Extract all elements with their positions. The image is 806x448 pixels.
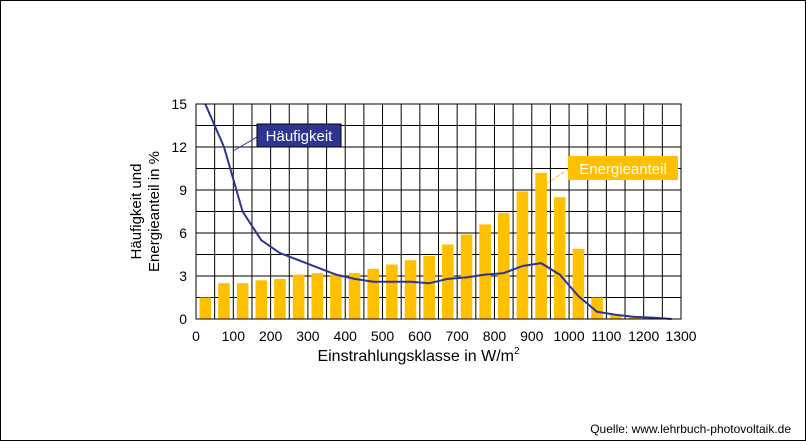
- y-axis-label-line1: Häufigkeit und: [128, 164, 145, 260]
- haeufigkeit-label: Häufigkeit: [266, 128, 334, 145]
- energieanteil-bar: [535, 172, 547, 319]
- energieanteil-bar: [236, 283, 249, 319]
- energieanteil-label: Energieanteil: [579, 161, 667, 178]
- energieanteil-bar: [348, 273, 361, 319]
- energieanteil-label-box: [568, 156, 678, 180]
- energieanteil-bar: [609, 314, 622, 319]
- energieanteil-bar: [423, 255, 435, 319]
- x-tick-label: 600: [408, 328, 432, 344]
- x-tick-label: 1100: [591, 328, 621, 344]
- y-tick-label: 3: [179, 268, 187, 284]
- y-tick-label: 12: [171, 139, 187, 155]
- y-tick-label: 9: [179, 182, 187, 198]
- x-tick-label: 1300: [665, 328, 696, 344]
- series-callouts: Häufigkeit Energieanteil: [232, 123, 678, 188]
- x-tick-label: 400: [334, 328, 358, 344]
- y-tick-label: 6: [179, 225, 187, 241]
- energieanteil-bar: [591, 297, 603, 319]
- chart: 0 100 200 300 400 500 600 700 800 900 1000 1100 1200…: [128, 96, 697, 365]
- y-tick-label: 15: [171, 96, 187, 112]
- x-tick-label: 700: [445, 328, 469, 344]
- energieanteil-bar: [274, 278, 286, 319]
- x-axis-label: Einstrahlungsklasse in W/m2: [317, 346, 520, 365]
- energieanteil-bar: [516, 191, 529, 319]
- x-tick-label: 200: [259, 328, 283, 344]
- x-tick-labels: 0 100 200 300 400 500 600 700 800 900 1000 1100 1200…: [192, 328, 697, 344]
- energieanteil-bar: [553, 197, 566, 319]
- x-tick-label: 1000: [553, 328, 584, 344]
- energieanteil-bar: [479, 224, 491, 319]
- energieanteil-bar: [255, 280, 268, 319]
- x-tick-label: 1200: [628, 328, 659, 344]
- haeufigkeit-leader-line: [232, 135, 260, 152]
- energieanteil-bar: [311, 273, 324, 319]
- x-tick-label: 0: [192, 328, 200, 344]
- energieanteil-bar: [386, 264, 398, 319]
- energieanteil-bar: [367, 268, 379, 319]
- energieanteil-leader-line: [540, 168, 570, 188]
- plot-border: [195, 103, 682, 320]
- y-tick-labels: 0 3 6 9 12 15: [171, 96, 187, 327]
- source-credit: Quelle: www.lehrbuch-photovoltaik.de: [590, 422, 791, 436]
- x-tick-label: 900: [520, 328, 544, 344]
- x-tick-label: 800: [483, 328, 507, 344]
- haeufigkeit-line: [204, 103, 672, 320]
- energieanteil-bar: [218, 283, 230, 319]
- haeufigkeit-label-box: [256, 123, 342, 148]
- energieanteil-bar: [292, 274, 305, 319]
- y-tick-label: 0: [179, 311, 187, 327]
- energieanteil-bar: [628, 317, 641, 319]
- haeufigkeit-line-group: [204, 103, 672, 320]
- x-tick-label: 300: [296, 328, 320, 344]
- energieanteil-bar: [330, 274, 342, 319]
- y-axis-label-line2: Energieanteil in %: [146, 151, 163, 272]
- energieanteil-bar: [498, 212, 510, 319]
- energieanteil-bar: [404, 260, 417, 319]
- x-tick-label: 500: [371, 328, 395, 344]
- energieanteil-bar: [199, 297, 212, 319]
- x-tick-label: 100: [222, 328, 246, 344]
- energieanteil-bar: [442, 244, 454, 319]
- energieanteil-bar: [572, 248, 585, 319]
